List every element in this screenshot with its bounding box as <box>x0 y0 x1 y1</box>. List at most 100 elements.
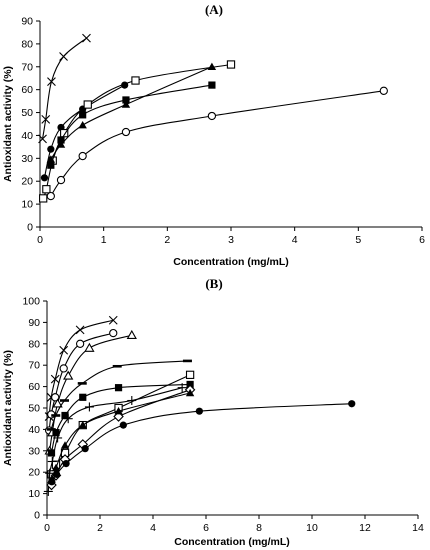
panel-label-a: (A) <box>205 2 223 17</box>
data-point <box>59 52 68 61</box>
x-tick-label: 6 <box>419 234 425 246</box>
series-line <box>48 319 114 417</box>
data-point <box>48 478 56 486</box>
data-point <box>53 433 63 443</box>
data-point <box>207 62 217 70</box>
data-point <box>45 468 55 478</box>
x-tick-label: 1 <box>101 234 107 246</box>
data-point <box>59 364 68 373</box>
data-point <box>47 161 55 169</box>
data-point <box>122 96 130 104</box>
data-point <box>114 384 123 392</box>
y-tick-label: 90 <box>28 317 40 329</box>
x-axis-title-a: Concentration (mg/mL) <box>173 256 289 268</box>
x-tick-label: 14 <box>412 522 424 534</box>
y-tick-label: 30 <box>28 445 40 457</box>
x-tick-label: 2 <box>97 522 103 534</box>
series-b <box>43 315 356 496</box>
data-point <box>46 155 56 163</box>
data-point <box>52 470 61 478</box>
x-tick-label: 12 <box>359 522 371 534</box>
data-point <box>56 175 66 185</box>
x-tick-label: 0 <box>44 522 50 534</box>
data-point <box>51 393 60 402</box>
series-a-3 <box>39 60 236 203</box>
y-tick-label: 40 <box>28 424 40 436</box>
y-tick-label: 10 <box>28 488 40 500</box>
y-tick-label: 80 <box>21 38 33 50</box>
data-point <box>52 398 63 408</box>
ticks-b: 0 2 4 6 8 10 12 14 0 10 20 30 40 50 60 70 80 90 100 <box>22 296 424 535</box>
series-b-9 <box>47 388 195 483</box>
data-point <box>226 60 236 69</box>
y-tick-label: 20 <box>21 176 33 188</box>
x-tick-label: 0 <box>37 234 43 246</box>
y-tick-label: 60 <box>21 84 33 96</box>
data-point <box>84 342 95 352</box>
series-line <box>51 403 352 483</box>
data-point <box>83 100 92 109</box>
data-point <box>39 194 48 203</box>
series-b-7 <box>43 383 187 496</box>
y-tick-label: 70 <box>28 360 40 372</box>
data-point <box>47 77 56 87</box>
data-point <box>60 441 70 449</box>
data-point <box>47 457 57 466</box>
data-point <box>79 393 87 401</box>
data-point <box>62 460 70 468</box>
y-tick-label: 50 <box>28 403 40 415</box>
data-point <box>78 151 87 161</box>
data-point <box>108 315 118 325</box>
series-b-8 <box>46 384 196 491</box>
data-point <box>75 325 85 335</box>
x-tick-label: 8 <box>256 522 262 534</box>
panel-label-b: (B) <box>205 276 222 291</box>
data-point <box>57 136 65 144</box>
data-point <box>78 420 87 429</box>
data-point <box>114 407 123 415</box>
series-b-10 <box>48 400 356 486</box>
series-a <box>38 33 388 203</box>
data-point <box>47 449 56 457</box>
y-tick-label: 70 <box>21 61 33 73</box>
data-point <box>195 407 203 415</box>
chart-b: 0 2 4 6 8 10 12 14 0 10 20 30 40 50 60 70 80 90 100 Concen… <box>2 296 424 549</box>
series-b-2 <box>44 328 118 435</box>
data-point <box>56 140 66 148</box>
data-point <box>348 400 356 408</box>
data-point <box>78 120 87 129</box>
data-point <box>121 127 131 137</box>
data-point <box>81 445 89 453</box>
data-point <box>185 388 195 397</box>
x-tick-label: 2 <box>164 234 170 246</box>
y-tick-label: 90 <box>21 16 33 28</box>
y-tick-label: 80 <box>28 338 40 350</box>
y-tick-label: 0 <box>34 510 40 522</box>
data-point <box>41 115 51 124</box>
data-point <box>79 111 87 119</box>
y-tick-label: 30 <box>21 153 33 165</box>
data-point <box>59 345 69 355</box>
x-tick-label: 10 <box>306 522 318 534</box>
series-a-1 <box>38 33 91 144</box>
data-point <box>63 370 74 380</box>
x-tick-label: 4 <box>292 234 298 246</box>
x-axis-title-b: Concentration (mg/mL) <box>174 536 290 548</box>
data-point <box>126 329 137 339</box>
y-tick-label: 50 <box>21 107 33 119</box>
data-point <box>131 76 140 85</box>
data-point <box>207 111 217 121</box>
data-point <box>109 328 118 338</box>
series-a-6 <box>46 86 388 201</box>
series-line <box>50 84 212 166</box>
data-point <box>50 374 60 384</box>
data-point <box>379 86 388 95</box>
series-b-4 <box>46 359 192 431</box>
y-tick-label: 10 <box>21 199 33 211</box>
series-a-4 <box>47 81 216 169</box>
data-point <box>63 414 73 424</box>
data-point <box>43 486 53 496</box>
data-point <box>75 339 85 348</box>
data-point <box>185 370 195 379</box>
